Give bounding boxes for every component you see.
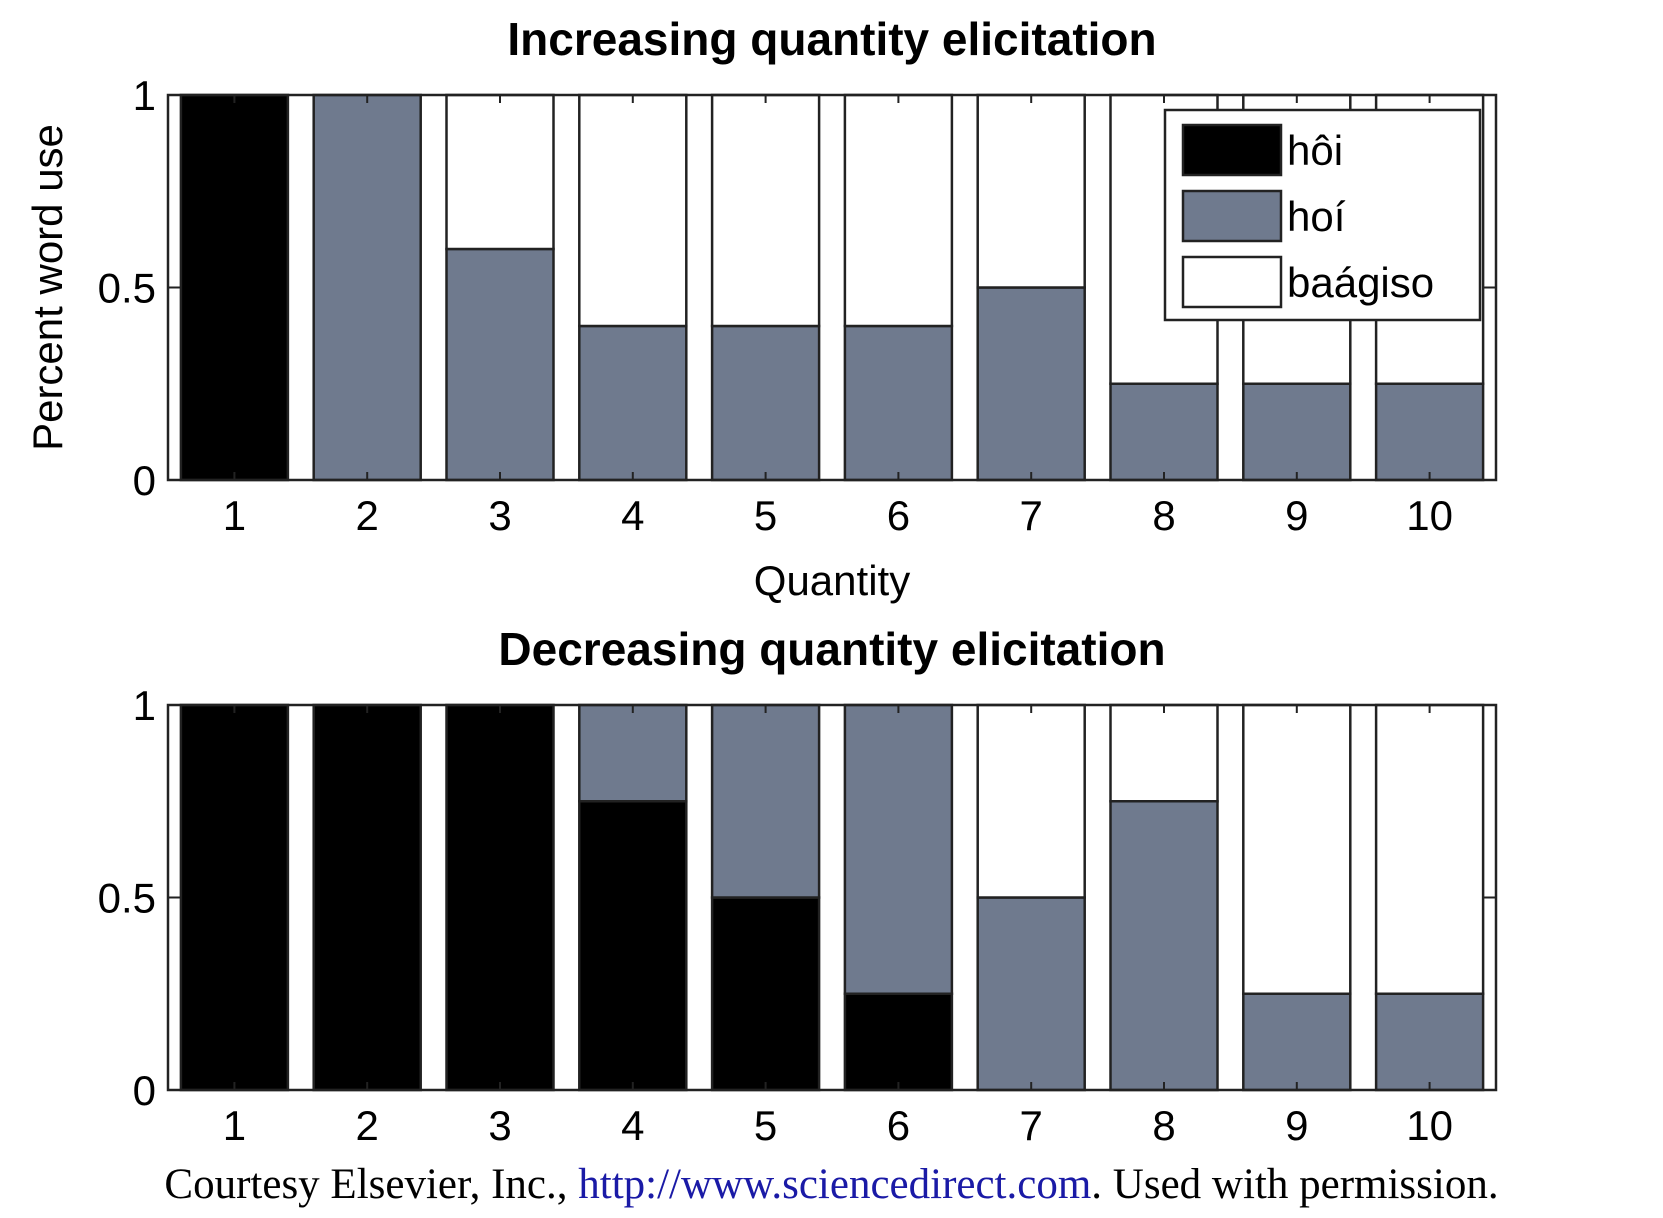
caption: Courtesy Elsevier, Inc., http://www.scie… [0, 1160, 1663, 1209]
bar-segment [976, 703, 1086, 899]
chart-title: Increasing quantity elicitation [507, 13, 1156, 65]
x-tick-label: 4 [621, 492, 644, 539]
legend-label: baágiso [1287, 259, 1434, 306]
x-tick-label: 9 [1285, 1102, 1308, 1149]
legend-label: hoí [1287, 193, 1346, 240]
x-tick-label: 8 [1152, 492, 1175, 539]
x-tick-label: 7 [1020, 1102, 1043, 1149]
x-axis-label: Quantity [754, 557, 910, 604]
x-tick-label: 1 [223, 492, 246, 539]
bar-segment [710, 93, 821, 328]
bar-segment [1109, 703, 1219, 803]
bar-segment [710, 896, 821, 1092]
bar-segment [1374, 992, 1485, 1092]
bar-segment [1109, 382, 1219, 482]
x-tick-label: 2 [356, 1102, 379, 1149]
bar-segment [1374, 382, 1485, 482]
y-tick-label: 0.5 [98, 265, 156, 312]
bar-segment [312, 703, 422, 1092]
bar-segment [976, 286, 1086, 482]
bar-segment [578, 93, 688, 328]
bar-segment [179, 703, 290, 1092]
bar-segment [843, 324, 954, 482]
bar-segment [578, 703, 688, 803]
bar-segment [312, 93, 422, 482]
bar-segment [710, 703, 821, 899]
chart-title: Decreasing quantity elicitation [498, 623, 1165, 675]
x-tick-label: 8 [1152, 1102, 1175, 1149]
bar-segment [445, 247, 555, 482]
bar-segment [976, 93, 1086, 289]
bar-segment [445, 93, 555, 251]
y-tick-label: 1 [133, 682, 156, 729]
x-tick-label: 3 [488, 1102, 511, 1149]
x-tick-label: 3 [488, 492, 511, 539]
bar-segment [445, 703, 555, 1092]
y-tick-label: 0.5 [98, 875, 156, 922]
bar-segment [976, 896, 1086, 1092]
bar-segment [843, 93, 954, 328]
x-tick-label: 7 [1020, 492, 1043, 539]
x-tick-label: 2 [356, 492, 379, 539]
bar-segment [179, 93, 290, 482]
legend-label: hôi [1287, 127, 1343, 174]
legend-swatch [1181, 255, 1283, 309]
x-tick-label: 1 [223, 1102, 246, 1149]
x-tick-label: 6 [887, 1102, 910, 1149]
bar-segment [578, 800, 688, 1092]
bar-segment [1242, 992, 1352, 1092]
x-tick-label: 4 [621, 1102, 644, 1149]
caption-link[interactable]: http://www.sciencedirect.com [578, 1161, 1092, 1208]
caption-suffix: . Used with permission. [1091, 1161, 1499, 1208]
x-tick-label: 9 [1285, 492, 1308, 539]
legend-swatch [1181, 123, 1283, 177]
legend-swatch [1181, 189, 1283, 243]
x-tick-label: 10 [1406, 492, 1453, 539]
caption-prefix: Courtesy Elsevier, Inc., [164, 1161, 579, 1208]
x-tick-label: 5 [754, 492, 777, 539]
y-tick-label: 0 [133, 457, 156, 504]
bar-segment [1374, 703, 1485, 995]
y-axis-label: Percent word use [24, 124, 71, 451]
x-tick-label: 6 [887, 492, 910, 539]
bar-segment [1242, 382, 1352, 482]
x-tick-label: 10 [1406, 1102, 1453, 1149]
bar-segment [1109, 800, 1219, 1092]
x-tick-label: 5 [754, 1102, 777, 1149]
bar-segment [843, 992, 954, 1092]
bar-segment [578, 324, 688, 482]
bar-segment [710, 324, 821, 482]
bar-segment [843, 703, 954, 995]
bar-segment [1242, 703, 1352, 995]
y-tick-label: 0 [133, 1067, 156, 1114]
y-tick-label: 1 [133, 72, 156, 119]
